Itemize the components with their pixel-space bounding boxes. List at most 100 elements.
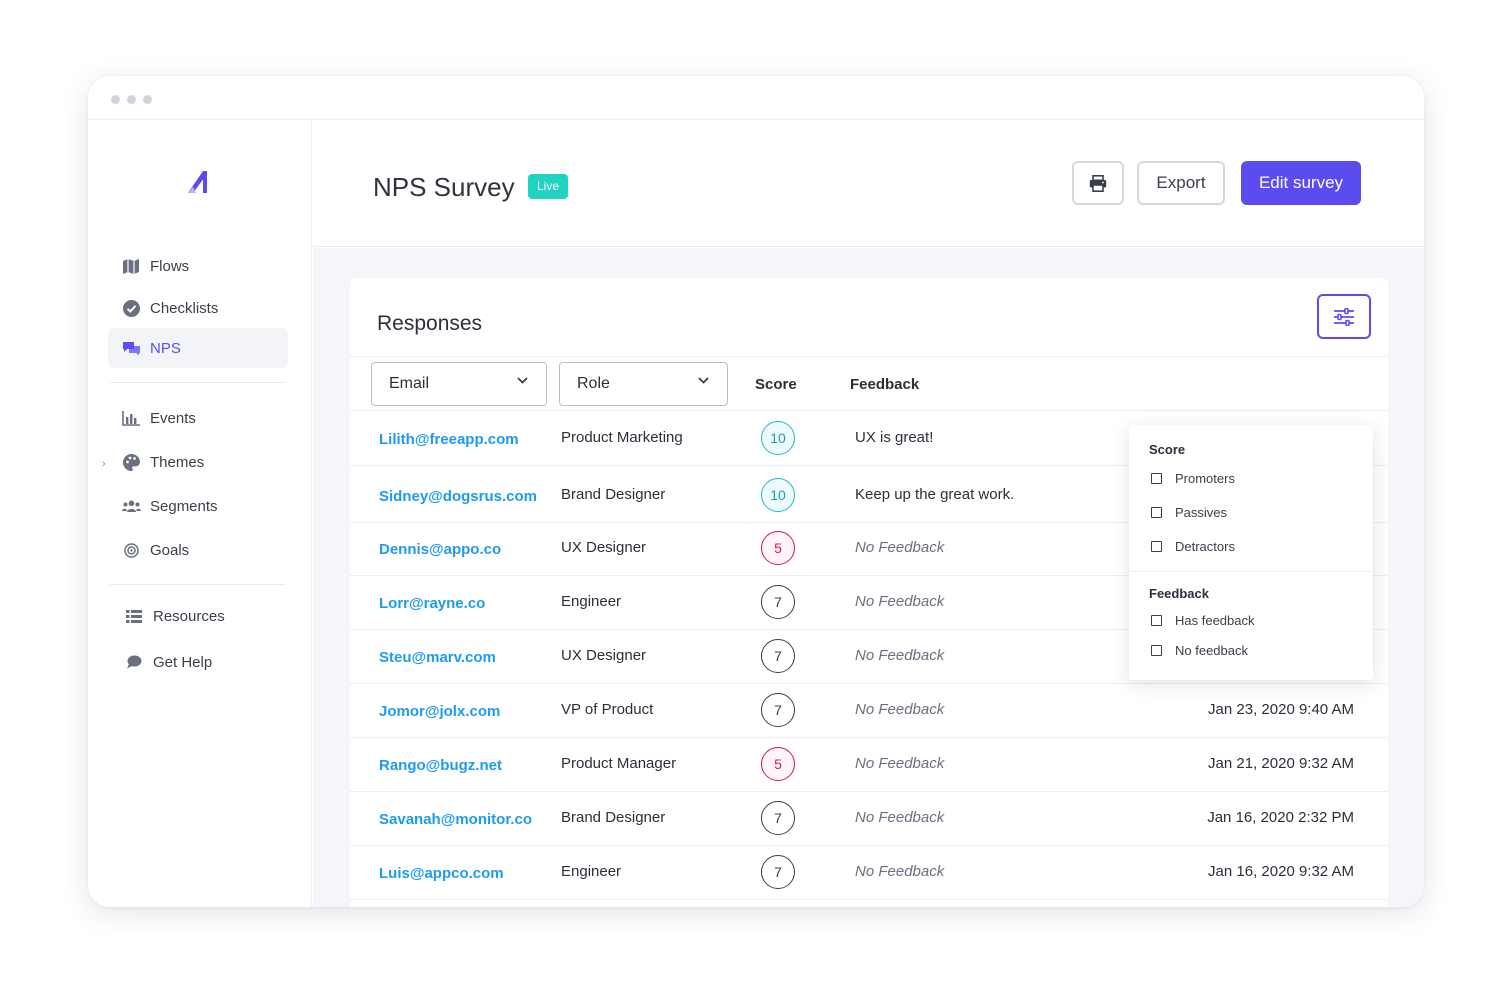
export-button[interactable]: Export — [1137, 161, 1225, 205]
map-icon — [120, 257, 142, 275]
responses-title: Responses — [377, 312, 483, 335]
sidebar-item-label: Segments — [150, 497, 218, 515]
table-row[interactable]: Dennis@appo.co UX Designer 5 No Feedback — [350, 522, 1388, 576]
row-email-link[interactable]: Lorr@rayne.co — [379, 595, 486, 612]
table-row[interactable]: Lilith@freeapp.com Product Marketing 10 UX … — [350, 412, 1388, 466]
app-window: Flows Checklists NPS › Events The — [88, 76, 1424, 907]
filter-button[interactable] — [1317, 294, 1371, 339]
chat-bubbles-icon — [120, 339, 142, 357]
row-feedback: No Feedback — [855, 809, 945, 826]
row-feedback: No Feedback — [855, 647, 945, 664]
status-badge: Live — [528, 174, 569, 199]
chevron-down-icon — [517, 377, 528, 384]
filter-option-label: Promoters — [1175, 470, 1235, 486]
list-icon — [123, 607, 145, 625]
checkbox[interactable] — [1151, 614, 1162, 626]
title-bar — [88, 76, 1424, 120]
filter-menu-divider — [1129, 571, 1373, 572]
table-row[interactable]: Jomor@jolx.com VP of Product 7 No Feedback J… — [350, 684, 1388, 738]
check-circle-icon — [120, 299, 142, 317]
print-button[interactable] — [1072, 161, 1124, 205]
filter-option-label: No feedback — [1175, 642, 1248, 658]
speech-bubble-icon — [123, 653, 145, 671]
chevron-right-icon[interactable]: › — [102, 458, 106, 470]
row-email-link[interactable]: Lilith@freeapp.com — [379, 431, 519, 448]
filter-option-no-feedback[interactable]: No feedback — [1151, 641, 1248, 659]
row-email-link[interactable]: Sidney@dogsrus.com — [379, 488, 537, 505]
checkbox[interactable] — [1151, 644, 1162, 656]
checkbox[interactable] — [1151, 506, 1162, 518]
row-email-link[interactable]: Jomor@jolx.com — [379, 703, 501, 720]
checkbox[interactable] — [1151, 472, 1162, 484]
page-header: NPS Survey Live Export Edit survey — [313, 120, 1424, 247]
table-row[interactable]: Luis@appco.com Engineer 7 No Feedback Jan 16… — [350, 846, 1388, 900]
row-role: Engineer — [561, 863, 622, 880]
table-row[interactable]: Savanah@monitor.co Brand Designer 7 No Feed… — [350, 792, 1388, 846]
score-column-header[interactable]: Score — [755, 376, 797, 393]
row-role: Engineer — [561, 593, 622, 610]
sliders-icon — [1334, 307, 1354, 326]
row-role: VP of Product — [561, 701, 654, 718]
table-row[interactable]: Rango@bugz.net Product Manager 5 No Feedbac… — [350, 738, 1388, 792]
users-icon — [120, 497, 142, 515]
row-feedback: No Feedback — [855, 863, 945, 880]
row-feedback: Keep up the great work. — [855, 486, 1015, 503]
row-score-badge: 10 — [761, 478, 795, 512]
bar-chart-icon — [120, 409, 142, 427]
sidebar-item-label: Checklists — [150, 299, 219, 317]
sidebar-item-label: Resources — [153, 607, 225, 625]
target-icon — [120, 541, 142, 559]
filter-option-label: Has feedback — [1175, 612, 1255, 628]
sidebar-item-resources[interactable]: Resources — [111, 596, 291, 636]
palette-icon — [120, 453, 142, 471]
sidebar-item-goals[interactable]: Goals — [108, 530, 288, 570]
row-feedback: No Feedback — [855, 755, 945, 772]
row-score-badge: 7 — [761, 585, 795, 619]
role-filter-select[interactable]: Role — [559, 362, 728, 406]
feedback-column-header[interactable]: Feedback — [850, 376, 920, 393]
sidebar: Flows Checklists NPS › Events The — [88, 120, 312, 907]
app-logo-icon[interactable] — [187, 170, 209, 194]
row-score-badge: 5 — [761, 531, 795, 565]
filter-option-has-feedback[interactable]: Has feedback — [1151, 611, 1255, 629]
row-role: UX Designer — [561, 647, 647, 664]
sidebar-item-label: Events — [150, 409, 196, 427]
filter-option-label: Detractors — [1175, 538, 1235, 554]
role-filter-label: Role — [577, 375, 610, 392]
sidebar-item-label: Themes — [150, 453, 205, 471]
edit-survey-button[interactable]: Edit survey — [1241, 161, 1361, 205]
table-row[interactable]: Sidney@dogsrus.com Brand Designer 10 Keep u… — [350, 469, 1388, 523]
sidebar-item-label: Get Help — [153, 653, 213, 671]
checkbox[interactable] — [1151, 540, 1162, 552]
row-role: Product Manager — [561, 755, 677, 772]
filter-option-promoters[interactable]: Promoters — [1151, 469, 1235, 487]
row-date: Jan 16, 2020 9:32 AM — [1208, 863, 1354, 880]
row-email-link[interactable]: Luis@appco.com — [379, 865, 504, 882]
email-filter-select[interactable]: Email — [371, 362, 547, 406]
sidebar-item-events[interactable]: Events — [108, 398, 288, 438]
sidebar-item-checklists[interactable]: Checklists — [108, 288, 288, 328]
filter-option-detractors[interactable]: Detractors — [1151, 537, 1235, 555]
sidebar-item-flows[interactable]: Flows — [108, 246, 288, 286]
sidebar-item-segments[interactable]: Segments — [108, 486, 288, 526]
window-dot — [111, 95, 120, 104]
filter-feedback-heading: Feedback — [1149, 586, 1209, 601]
printer-icon — [1089, 174, 1107, 192]
row-score-badge: 7 — [761, 801, 795, 835]
row-score-badge: 7 — [761, 693, 795, 727]
row-email-link[interactable]: Steu@marv.com — [379, 649, 496, 666]
row-feedback: UX is great! — [855, 429, 934, 446]
sidebar-divider — [110, 584, 286, 585]
row-email-link[interactable]: Savanah@monitor.co — [379, 811, 532, 828]
sidebar-item-themes[interactable]: Themes — [108, 442, 288, 482]
window-dot — [127, 95, 136, 104]
filter-option-passives[interactable]: Passives — [1151, 503, 1227, 521]
row-email-link[interactable]: Dennis@appo.co — [379, 541, 502, 558]
row-role: Brand Designer — [561, 809, 666, 826]
sidebar-item-get-help[interactable]: Get Help — [111, 642, 291, 682]
sidebar-item-label: Flows — [150, 257, 190, 275]
row-email-link[interactable]: Rango@bugz.net — [379, 757, 502, 774]
page-title: NPS Survey — [373, 172, 515, 202]
row-role: UX Designer — [561, 539, 647, 556]
sidebar-item-nps[interactable]: NPS — [108, 328, 288, 368]
